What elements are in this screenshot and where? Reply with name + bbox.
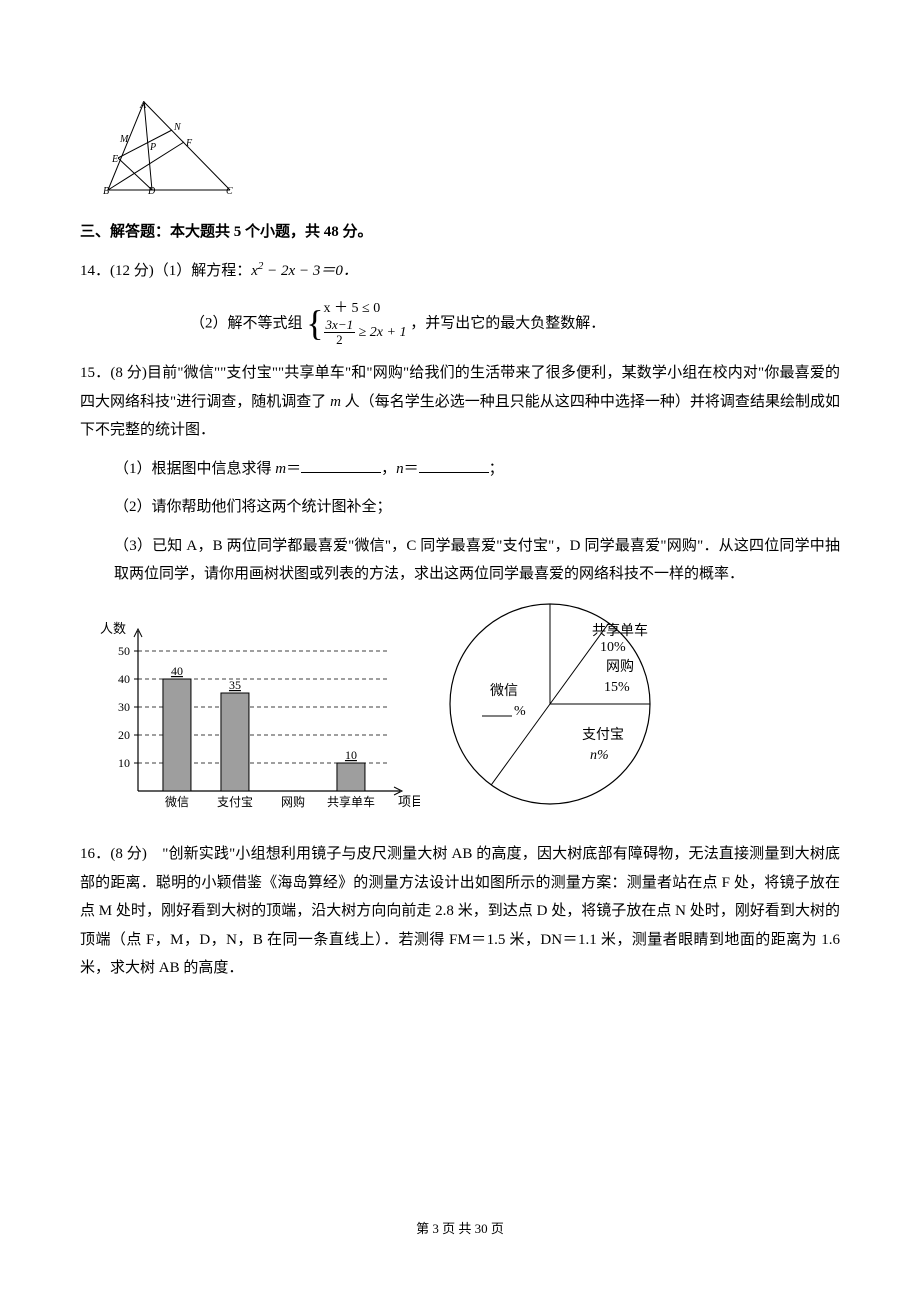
svg-text:微信: 微信	[165, 795, 189, 809]
q14-eq-post: − 2x − 3＝0．	[263, 263, 357, 279]
svg-text:网购: 网购	[281, 794, 305, 809]
q14-row1: x ＋ 5 ≤ 0	[324, 300, 407, 318]
section-title: 三、解答题：本大题共 5 个小题，共 48 分。	[80, 218, 840, 247]
svg-text:%: %	[514, 704, 526, 719]
q15-p2: （2）请你帮助他们将这两个统计图补全；	[114, 493, 840, 522]
svg-text:35: 35	[229, 678, 241, 692]
svg-text:F: F	[185, 138, 193, 149]
question-15: 15．(8 分)目前"微信""支付宝""共享单车"和"网购"给我们的生活带来了很…	[80, 359, 840, 824]
q14-part1: 14．(12 分)（1）解方程：x2 − 2x − 3＝0．	[80, 256, 840, 286]
svg-text:网购: 网购	[606, 659, 634, 675]
q14-row2: 3x−12 ≥ 2x + 1	[324, 318, 407, 348]
svg-text:15%: 15%	[604, 680, 630, 695]
svg-text:人数: 人数	[100, 621, 126, 636]
svg-text:n%: n%	[590, 748, 609, 763]
svg-text:D: D	[147, 186, 156, 195]
svg-text:B: B	[103, 186, 109, 195]
svg-text:E: E	[111, 154, 118, 165]
svg-text:微信: 微信	[490, 683, 518, 699]
question-16: 16．(8 分) "创新实践"小组想利用镜子与皮尺测量大树 AB 的高度，因大树…	[80, 840, 840, 983]
svg-text:A: A	[139, 100, 147, 111]
q14-brace: { x ＋ 5 ≤ 0 3x−12 ≥ 2x + 1	[306, 300, 406, 348]
svg-text:40: 40	[118, 672, 130, 686]
svg-text:P: P	[149, 142, 156, 153]
q15-m: m	[330, 394, 341, 410]
svg-text:N: N	[173, 122, 182, 133]
q16-text: 16．(8 分) "创新实践"小组想利用镜子与皮尺测量大树 AB 的高度，因大树…	[80, 846, 840, 976]
q14-eq-x: x	[251, 263, 258, 279]
svg-text:支付宝: 支付宝	[582, 727, 624, 743]
geometry-figure-top: A M N E F P B D C	[100, 100, 840, 206]
svg-text:C: C	[226, 186, 233, 195]
bar-chart: 人数 10 20 30 40 50 40 微信 35 支付宝 网购 10 共享单车 项目	[100, 619, 420, 825]
q14-p2-suffix: ，并写出它的最大负整数解．	[410, 315, 605, 331]
page-footer: 第 3 页 共 30 页	[0, 1217, 920, 1242]
blank-n	[419, 458, 489, 473]
charts-row: 人数102030405040微信35支付宝网购10共享单车项目 共享单车10%网…	[100, 599, 840, 825]
svg-text:共享单车: 共享单车	[592, 622, 648, 639]
pie-chart: 共享单车10% 网购 15% 支付宝 n% 微信%	[440, 599, 680, 825]
svg-text:30: 30	[118, 700, 130, 714]
blank-m	[301, 458, 381, 473]
q15-p1: （1）根据图中信息求得 m＝，n＝；	[114, 455, 840, 484]
q14-p2-prefix: （2）解不等式组	[190, 315, 303, 331]
svg-text:共享单车: 共享单车	[327, 794, 375, 809]
question-14: 14．(12 分)（1）解方程：x2 − 2x − 3＝0． （2）解不等式组 …	[80, 256, 840, 347]
q15-p3: （3）已知 A，B 两位同学都最喜爱"微信"，C 同学最喜爱"支付宝"，D 同学…	[114, 532, 840, 589]
svg-text:支付宝: 支付宝	[217, 795, 253, 809]
svg-text:10: 10	[345, 748, 357, 762]
svg-text:10: 10	[118, 756, 130, 770]
svg-text:项目: 项目	[398, 794, 420, 809]
q14-part2: （2）解不等式组 { x ＋ 5 ≤ 0 3x−12 ≥ 2x + 1 ，并写出…	[80, 300, 840, 348]
q14-prefix: 14．(12 分)（1）解方程：	[80, 263, 251, 279]
svg-text:20: 20	[118, 728, 130, 742]
svg-text:M: M	[119, 134, 129, 145]
svg-text:10%: 10%	[600, 640, 626, 655]
svg-text:40: 40	[171, 664, 183, 678]
svg-text:50: 50	[118, 644, 130, 658]
